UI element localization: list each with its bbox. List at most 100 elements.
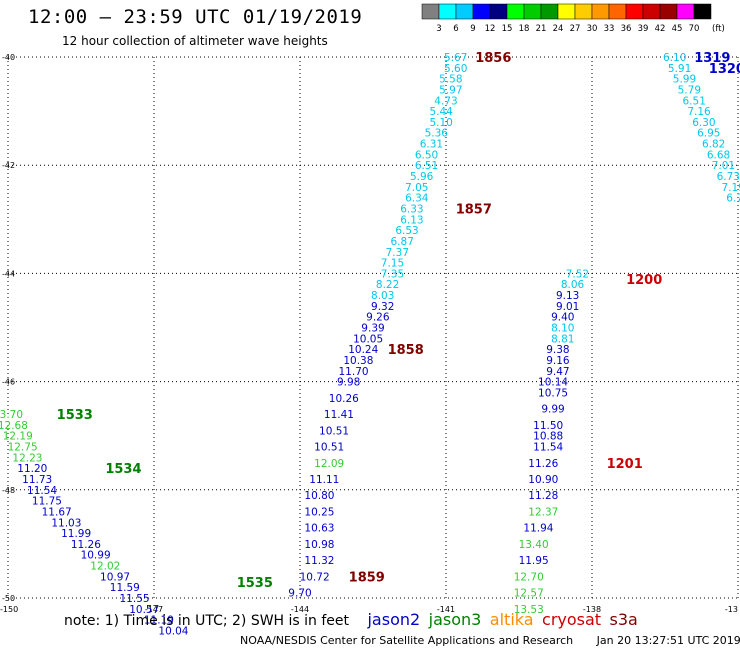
swh-value-jason2: 8.81 bbox=[551, 333, 574, 345]
swh-value-s3a: 9.32 bbox=[371, 301, 394, 313]
swh-value-s3a: 11.11 bbox=[309, 474, 339, 486]
swh-value-cryosat: 5.99 bbox=[673, 74, 696, 86]
colorbar-swatch bbox=[676, 3, 695, 20]
swh-value-s3a: 10.51 bbox=[319, 425, 349, 437]
timestamp: Jan 20 13:27:51 UTC 2019 bbox=[596, 634, 740, 647]
colorbar-tick: 3 bbox=[436, 24, 441, 34]
chart-subtitle: 12 hour collection of altimeter wave hei… bbox=[62, 34, 328, 48]
swh-value-s3a: 11.41 bbox=[324, 409, 354, 421]
swh-value-jason3: 12.68 bbox=[0, 420, 28, 432]
colorbar-swatch bbox=[438, 3, 457, 20]
y-tick-label: -46 bbox=[2, 378, 15, 387]
swh-value-jason2: 9.99 bbox=[541, 404, 564, 416]
swh-value-s3a: 11.70 bbox=[339, 366, 369, 378]
colorbar-tick: 24 bbox=[553, 24, 564, 34]
credit-line: NOAA/NESDIS Center for Satellite Applica… bbox=[240, 634, 740, 647]
colorbar-tick: 9 bbox=[470, 24, 475, 34]
swh-value-cryosat: 6.73 bbox=[717, 171, 740, 183]
swh-value-s3a: 6.33 bbox=[400, 203, 423, 215]
swh-value-s3a: 6.51 bbox=[415, 160, 438, 172]
swh-value-s3a: 5.60 bbox=[444, 63, 467, 75]
swh-value-jason2: 9.38 bbox=[546, 344, 569, 356]
swh-value-cryosat: 6.95 bbox=[697, 128, 720, 140]
swh-value-jason3: 11.03 bbox=[51, 517, 81, 529]
swh-value-cryosat: 7.19 bbox=[721, 182, 740, 194]
x-tick-label: -144 bbox=[291, 605, 309, 614]
swh-value-jason2: 11.50 bbox=[533, 420, 563, 432]
colorbar-swatch bbox=[523, 3, 542, 20]
swh-value-s3a: 10.80 bbox=[304, 490, 334, 502]
swh-value-s3a: 9.70 bbox=[288, 588, 311, 600]
swh-value-cryosat: 7.16 bbox=[687, 106, 711, 118]
swh-value-s3a: 10.72 bbox=[300, 571, 330, 583]
swh-value-cryosat: 6.70 bbox=[726, 193, 740, 205]
y-tick-label: -44 bbox=[2, 269, 15, 278]
pass-time-labels: 1856 1857 1858 1859 1533 1534 1535 13191320 1200… bbox=[57, 51, 740, 591]
swh-value-s3a: 11.32 bbox=[304, 555, 334, 567]
swh-value-jason3: 11.55 bbox=[120, 593, 150, 605]
pass-time-label: 1319 bbox=[694, 51, 730, 66]
colorbar-unit: (ft) bbox=[712, 24, 725, 34]
pass-time-label: 1859 bbox=[349, 570, 385, 585]
swh-value-cryosat: 5.91 bbox=[668, 63, 691, 75]
legend-cryosat: cryosat bbox=[542, 610, 602, 629]
pass-time-label: 1856 bbox=[475, 51, 511, 66]
swh-value-cryosat: 7.01 bbox=[712, 160, 735, 172]
swh-value-s3a: 10.98 bbox=[304, 539, 334, 551]
swh-value-jason2: 10.88 bbox=[533, 431, 563, 443]
swh-value-s3a: 6.87 bbox=[391, 236, 414, 248]
swh-value-jason3: 11.19 bbox=[144, 615, 174, 627]
swh-value-jason2: 12.70 bbox=[514, 571, 544, 583]
swh-value-cryosat: 6.82 bbox=[702, 139, 725, 151]
x-tick-label: -141 bbox=[437, 605, 455, 614]
swh-value-jason3: 11.59 bbox=[110, 582, 140, 594]
swh-value-s3a: 7.35 bbox=[381, 268, 404, 280]
swh-value-jason2: 11.95 bbox=[519, 555, 549, 567]
pass-time-label: 1857 bbox=[456, 202, 492, 217]
colorbar-tick: 36 bbox=[621, 24, 632, 34]
swh-value-jason2: 10.75 bbox=[538, 387, 568, 399]
pass-time-label: 1200 bbox=[626, 273, 662, 288]
y-tick-label: -42 bbox=[2, 161, 15, 170]
swh-value-jason2: 9.47 bbox=[546, 366, 569, 378]
swh-value-s3a: 6.53 bbox=[395, 225, 418, 237]
swh-value-jason3: 11.67 bbox=[42, 506, 72, 518]
pass-time-label: 1201 bbox=[607, 457, 643, 472]
swh-value-jason2: 8.10 bbox=[551, 323, 574, 335]
swh-value-cryosat: 6.30 bbox=[692, 117, 715, 129]
pass-time-label: 1535 bbox=[237, 576, 273, 591]
x-tick-label: -13 bbox=[725, 605, 738, 614]
colorbar-swatch bbox=[455, 3, 474, 20]
swh-value-jason3: 11.99 bbox=[61, 528, 91, 540]
swh-value-s3a: 5.36 bbox=[425, 128, 449, 140]
colorbar-tick: 30 bbox=[587, 24, 598, 34]
colorbar-tick: 15 bbox=[502, 24, 513, 34]
colorbar-tick: 21 bbox=[536, 24, 547, 34]
swh-value-s3a: 9.39 bbox=[361, 323, 384, 335]
swh-value-jason2: 9.40 bbox=[551, 312, 574, 324]
x-tick-label: -138 bbox=[583, 605, 601, 614]
swh-value-s3a: 5.10 bbox=[429, 117, 452, 129]
swh-value-jason3: 11.54 bbox=[27, 485, 57, 497]
chart-title: 12:00 — 23:59 UTC 01/19/2019 bbox=[28, 6, 363, 28]
swh-value-cryosat: 6.68 bbox=[707, 149, 730, 161]
pass-time-label: 1533 bbox=[57, 408, 93, 423]
swh-value-s3a: 10.25 bbox=[304, 506, 334, 518]
swh-value-cryosat: 5.79 bbox=[678, 84, 701, 96]
swh-value-jason2: 11.94 bbox=[523, 523, 553, 535]
colorbar-swatch bbox=[625, 3, 644, 20]
wave-height-values: 5.675.605.585.974.735.445.105.366.316.50… bbox=[0, 52, 740, 637]
colorbar-swatch bbox=[574, 3, 593, 20]
swh-value-s3a: 9.98 bbox=[337, 377, 360, 389]
pass-time-label: 1320 bbox=[709, 62, 740, 77]
colorbar-tick: 6 bbox=[453, 24, 458, 34]
colorbar-tick: 27 bbox=[570, 24, 581, 34]
colorbar-legend: 3 6 9 12 15 18 21 24 27 30 33 36 39 42 45 70 (ft) bbox=[421, 3, 725, 34]
swh-value-jason3: 10.57 bbox=[129, 604, 159, 616]
swh-value-jason2: 8.06 bbox=[561, 279, 585, 291]
colorbar-swatch bbox=[693, 3, 712, 20]
swh-value-s3a: 8.03 bbox=[371, 290, 394, 302]
colorbar-tick: 39 bbox=[638, 24, 649, 34]
swh-value-s3a: 10.51 bbox=[314, 442, 344, 454]
